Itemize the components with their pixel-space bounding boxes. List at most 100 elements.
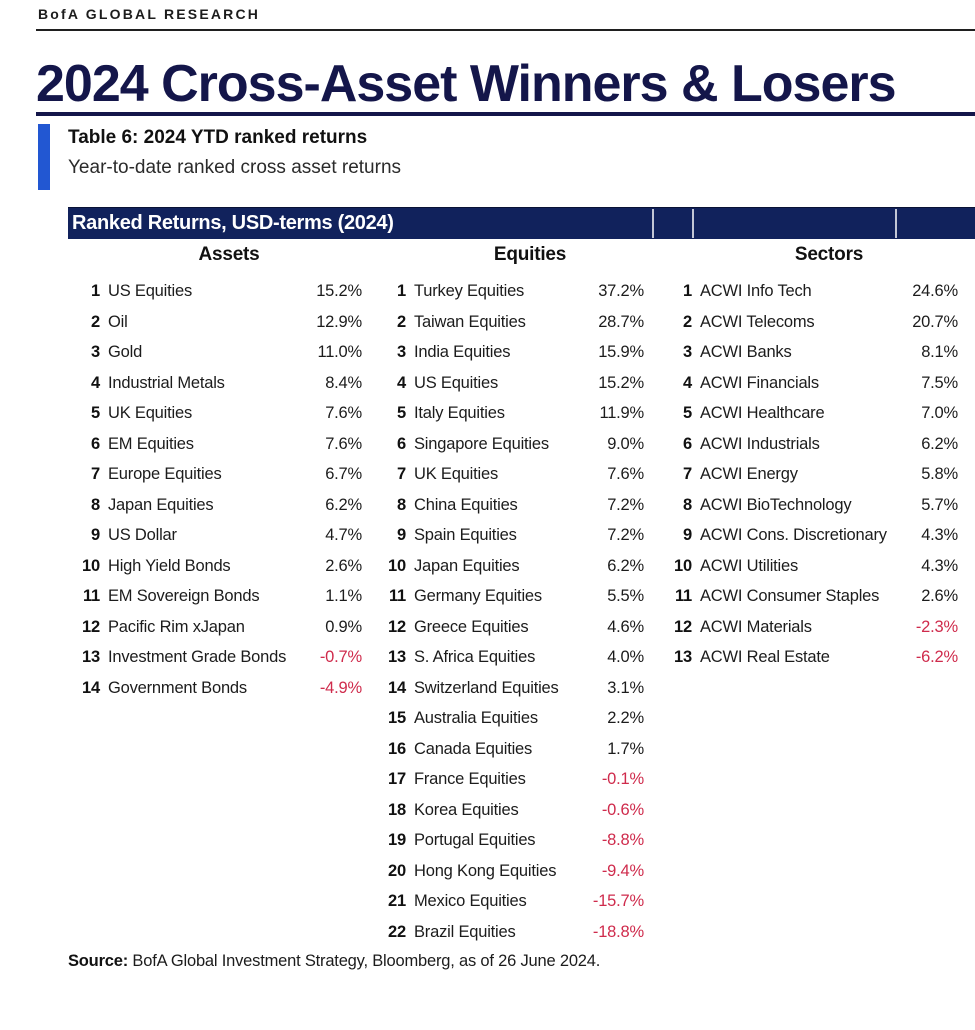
item-name: Korea Equities	[414, 800, 519, 819]
return-value: 0.9%	[325, 617, 362, 636]
table-row: 10 Japan Equities 6.2%	[382, 551, 644, 582]
return-value: 37.2%	[598, 282, 644, 300]
rank-label: 14	[388, 678, 406, 697]
return-value: 28.7%	[598, 312, 644, 331]
column-rows: 1 ACWI Info Tech 24.6% 2 ACWI Telecoms 20.7% 3…	[668, 276, 958, 673]
rank-label: 3	[91, 343, 100, 361]
item-name: Gold	[108, 343, 143, 361]
return-value: -6.2%	[915, 648, 958, 666]
rank-label: 6	[397, 434, 406, 453]
return-value: 5.5%	[607, 587, 644, 605]
rank-label: 15	[388, 709, 406, 727]
table-row: 13 ACWI Real Estate -6.2%	[668, 642, 958, 673]
rank-label: 8	[397, 495, 406, 514]
return-value: 2.6%	[325, 556, 362, 575]
item-name: Government Bonds	[108, 678, 247, 697]
item-name: ACWI BioTechnology	[700, 495, 852, 514]
return-value: -4.9%	[319, 678, 362, 697]
return-value: 12.9%	[316, 312, 362, 331]
item-name: Switzerland Equities	[414, 678, 559, 697]
table-row: 8 Japan Equities 6.2%	[76, 490, 362, 521]
return-value: 24.6%	[912, 282, 958, 300]
item-name: US Dollar	[108, 526, 177, 544]
item-name: Australia Equities	[414, 709, 538, 727]
column-header: Equities	[493, 244, 567, 265]
table-row: 18 Korea Equities -0.6%	[382, 795, 644, 826]
rank-label: 11	[388, 587, 406, 605]
column-header: Assets	[198, 244, 260, 265]
return-value: 5.8%	[921, 465, 958, 483]
item-name: Hong Kong Equities	[414, 861, 557, 880]
return-value: 7.2%	[607, 526, 644, 544]
return-value: 9.0%	[607, 434, 644, 453]
return-value: 15.2%	[316, 282, 362, 300]
rank-label: 1	[683, 282, 692, 300]
rank-label: 18	[388, 800, 406, 819]
column-header: Sectors	[794, 244, 864, 265]
rank-label: 7	[91, 465, 100, 483]
item-name: France Equities	[414, 770, 526, 788]
return-value: 4.3%	[921, 556, 958, 575]
item-name: High Yield Bonds	[108, 556, 231, 575]
table-row: 17 France Equities -0.1%	[382, 764, 644, 795]
banner-cell-divider	[692, 209, 694, 238]
item-name: Spain Equities	[414, 526, 517, 544]
rank-label: 9	[91, 526, 100, 544]
table-row: 12 Pacific Rim xJapan 0.9%	[76, 612, 362, 643]
return-value: 1.7%	[607, 739, 644, 758]
return-value: 2.6%	[921, 587, 958, 605]
table-row: 3 India Equities 15.9%	[382, 337, 644, 368]
table-row: 14 Switzerland Equities 3.1%	[382, 673, 644, 704]
rank-label: 13	[82, 648, 100, 666]
banner-cell-divider	[652, 209, 654, 238]
table-row: 20 Hong Kong Equities -9.4%	[382, 856, 644, 887]
table-row: 4 ACWI Financials 7.5%	[668, 368, 958, 399]
table-row: 10 ACWI Utilities 4.3%	[668, 551, 958, 582]
rank-label: 2	[683, 312, 692, 331]
table-row: 12 ACWI Materials -2.3%	[668, 612, 958, 643]
table-row: 14 Government Bonds -4.9%	[76, 673, 362, 704]
item-name: Mexico Equities	[414, 892, 527, 910]
return-value: -15.7%	[592, 892, 644, 910]
item-name: Portugal Equities	[414, 831, 536, 849]
item-name: Investment Grade Bonds	[108, 648, 287, 666]
return-value: 7.6%	[325, 434, 362, 453]
return-value: 15.2%	[598, 373, 644, 392]
rank-label: 3	[683, 343, 692, 361]
rank-label: 8	[683, 495, 692, 514]
column-equities: Equities 1 Turkey Equities 37.2% 2 Taiwan Eq…	[382, 244, 644, 947]
item-name: US Equities	[108, 282, 193, 300]
item-name: Greece Equities	[414, 617, 529, 636]
table-row: 15 Australia Equities 2.2%	[382, 703, 644, 734]
return-value: 11.9%	[599, 404, 644, 422]
return-value: 20.7%	[912, 312, 958, 331]
rank-label: 9	[683, 526, 692, 544]
item-name: ACWI Healthcare	[700, 404, 825, 422]
return-value: 2.2%	[607, 709, 644, 727]
table-row: 11 EM Sovereign Bonds 1.1%	[76, 581, 362, 612]
item-name: ACWI Industrials	[700, 434, 820, 453]
column-rows: 1 Turkey Equities 37.2% 2 Taiwan Equities 28.…	[382, 276, 644, 947]
item-name: Turkey Equities	[414, 282, 525, 300]
table-row: 9 Spain Equities 7.2%	[382, 520, 644, 551]
item-name: ACWI Banks	[700, 343, 792, 361]
item-name: China Equities	[414, 495, 518, 514]
item-name: Oil	[108, 312, 128, 331]
return-value: 7.0%	[921, 404, 958, 422]
return-value: 7.5%	[921, 373, 958, 392]
rank-label: 4	[397, 373, 406, 392]
item-name: ACWI Utilities	[700, 556, 799, 575]
source-line: Source: BofA Global Investment Strategy,…	[68, 952, 600, 971]
rank-label: 11	[82, 587, 100, 605]
table-row: 21 Mexico Equities -15.7%	[382, 886, 644, 917]
item-name: ACWI Telecoms	[700, 312, 815, 331]
table-row: 6 EM Equities 7.6%	[76, 429, 362, 460]
item-name: ACWI Consumer Staples	[700, 587, 880, 605]
rank-label: 7	[397, 465, 406, 483]
rank-label: 13	[388, 648, 406, 666]
item-name: Canada Equities	[414, 739, 533, 758]
return-value: 3.1%	[607, 678, 644, 697]
return-value: 4.6%	[607, 617, 644, 636]
return-value: 6.2%	[607, 556, 644, 575]
